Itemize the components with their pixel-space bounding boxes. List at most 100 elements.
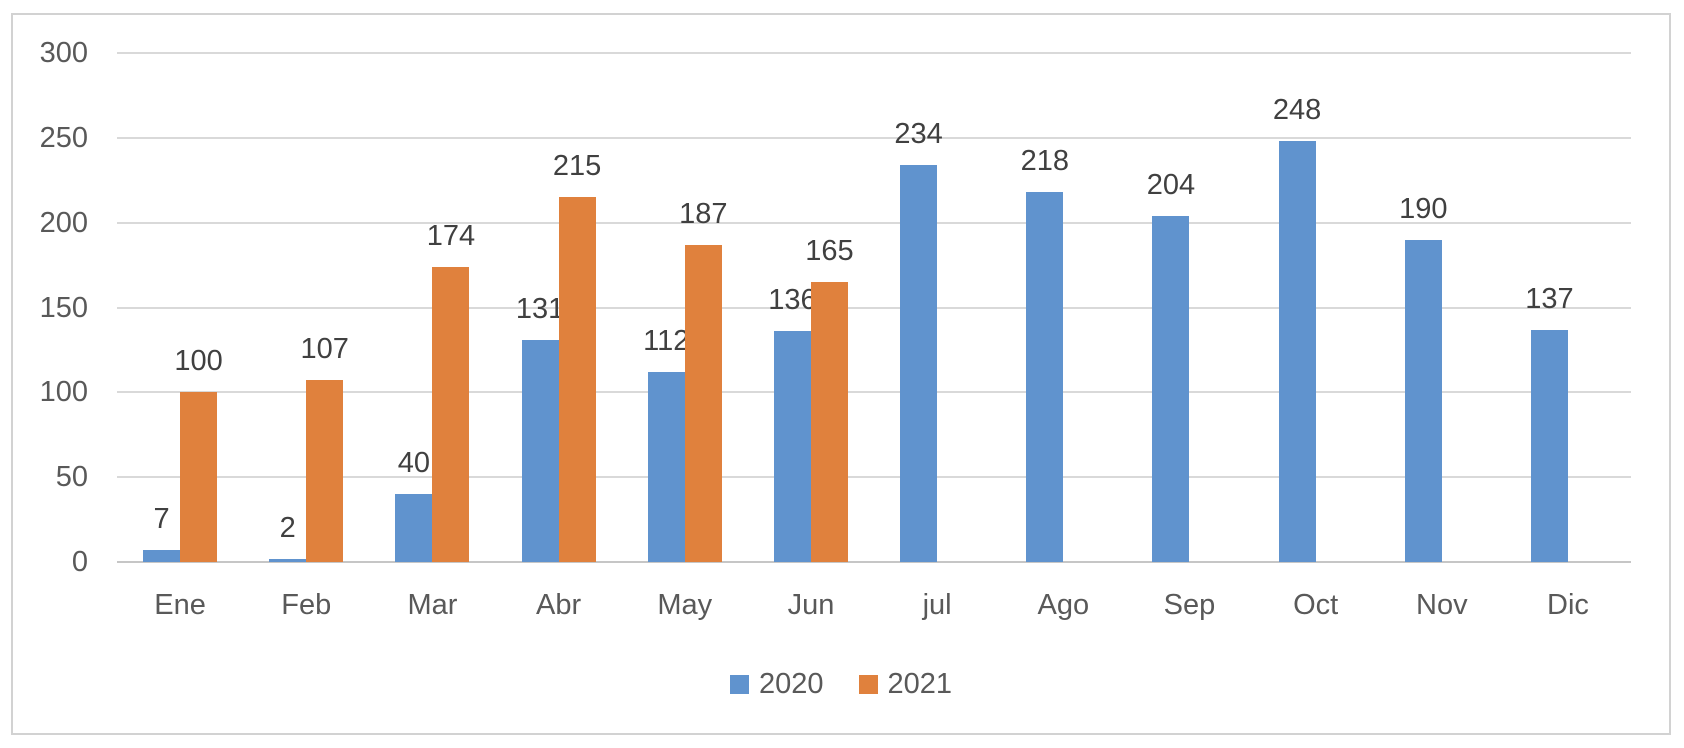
- x-tick-label-Ago: Ago: [1037, 589, 1090, 621]
- y-tick-label-250: 250: [39, 121, 88, 154]
- legend-swatch-2020: [729, 674, 749, 694]
- value-label-2020-Nov: 190: [1399, 192, 1448, 225]
- x-tick-label-Jun: Jun: [787, 589, 835, 621]
- legend-label-2020: 2020: [758, 667, 824, 700]
- bars-pair-Feb: 2 107: [243, 53, 369, 562]
- bar-slot-2021-Abr: 215: [553, 53, 601, 562]
- bar-2020-Sep: [1152, 215, 1190, 562]
- gridline-50: [117, 476, 1631, 479]
- bar-slot-2021-Oct: [1316, 53, 1353, 562]
- bar-2021-Feb: [306, 380, 344, 562]
- bar-slot-2021-Ene: 100: [174, 53, 223, 562]
- y-tick-label-150: 150: [39, 291, 88, 324]
- bars-pair-Ago: 218: [1000, 53, 1126, 562]
- y-tick-label-200: 200: [39, 206, 88, 239]
- bar-2021-Ene: [180, 392, 218, 562]
- bar-2020-Mar: [395, 494, 433, 562]
- bars-pair-jul: 234: [874, 53, 1000, 562]
- bar-group-Sep: 204: [1126, 53, 1252, 562]
- bars-pair-Dic: 137: [1505, 53, 1631, 562]
- x-tick-label-Nov: Nov: [1416, 589, 1468, 621]
- value-label-2021-Jun: 165: [805, 235, 854, 268]
- gridline-150: [117, 306, 1631, 309]
- legend-item-2020: 2020: [729, 667, 824, 700]
- value-label-2020-jul: 234: [894, 117, 943, 150]
- x-tick-label-May: May: [657, 589, 713, 621]
- bar-group-Feb: 2 107: [243, 53, 369, 562]
- value-label-2020-Ago: 218: [1020, 145, 1069, 178]
- bar-slot-2020-Sep: 204: [1147, 53, 1195, 562]
- y-tick-label-50: 50: [55, 461, 88, 494]
- bar-group-Ene: 7 100: [117, 53, 243, 562]
- bar-slot-2021-Feb: 107: [301, 53, 349, 562]
- chart-frame: 0 50 100 150 200 250 300 7 100 2 107 40 174 131 215 11…: [11, 13, 1671, 735]
- bars-pair-Abr: 131 215: [496, 53, 622, 562]
- value-label-2020-Abr: 131: [515, 292, 565, 325]
- bar-group-Nov: 190: [1379, 53, 1505, 562]
- bar-slot-2020-Dic: 137: [1525, 53, 1574, 562]
- x-axis-labels: Ene Feb Mar Abr May Jun jul Ago Sep Oct Nov Dic: [117, 590, 1631, 620]
- bar-group-Oct: 248: [1253, 53, 1379, 562]
- y-tick-label-0: 0: [71, 546, 88, 578]
- x-axis-line: [117, 561, 1631, 563]
- y-tick-label-100: 100: [39, 376, 88, 409]
- bar-groups: 7 100 2 107 40 174 131 215 112 187 136 165 234 218 204…: [117, 53, 1631, 562]
- value-label-2021-Feb: 107: [300, 333, 349, 366]
- bar-group-Mar: 40 174: [369, 53, 495, 562]
- x-tick-label-Feb: Feb: [281, 589, 332, 621]
- legend-item-2021: 2021: [858, 667, 953, 700]
- value-label-2020-Oct: 248: [1272, 94, 1322, 127]
- gridline-300: [117, 52, 1631, 54]
- x-tick-label-Sep: Sep: [1163, 589, 1216, 621]
- bar-slot-2020-jul: 234: [894, 53, 943, 562]
- bar-slot-2021-Nov: [1442, 53, 1479, 562]
- bar-2020-May: [647, 371, 685, 562]
- bar-slot-2020-Mar: 40: [395, 53, 433, 562]
- bar-group-Jun: 136 165: [748, 53, 874, 562]
- bars-pair-Mar: 40 174: [369, 53, 495, 562]
- bar-slot-2021-Jun: 165: [805, 53, 854, 562]
- bar-slot-2020-May: 112: [643, 53, 689, 562]
- bars-pair-May: 112 187: [622, 53, 748, 562]
- bar-2021-May: [684, 244, 722, 562]
- x-tick-label-Ene: Ene: [154, 589, 206, 621]
- bar-group-May: 112 187: [622, 53, 748, 562]
- bar-group-jul: 234: [874, 53, 1000, 562]
- bar-2020-Feb: [269, 558, 307, 562]
- value-label-2021-May: 187: [679, 197, 728, 230]
- value-label-2021-Ene: 100: [174, 345, 223, 378]
- plot-area: 7 100 2 107 40 174 131 215 112 187 136 165 234 218 204…: [117, 52, 1631, 563]
- value-label-2020-Feb: 2: [279, 511, 296, 544]
- legend-swatch-2021: [858, 674, 878, 694]
- bar-slot-2021-Sep: [1189, 53, 1226, 562]
- legend: 2020 2021: [13, 667, 1669, 701]
- value-label-2020-May: 112: [643, 324, 690, 357]
- x-tick-label-Abr: Abr: [536, 589, 582, 621]
- bars-pair-Sep: 204: [1126, 53, 1252, 562]
- gridline-200: [117, 221, 1631, 224]
- x-tick-label-jul: jul: [922, 589, 952, 621]
- bars-pair-Jun: 136 165: [748, 53, 874, 562]
- bar-slot-2020-Nov: 190: [1399, 53, 1447, 562]
- bars-pair-Nov: 190: [1379, 53, 1505, 562]
- bar-2020-Abr: [521, 339, 559, 562]
- bar-2021-Jun: [810, 282, 848, 562]
- value-label-2020-Jun: 136: [768, 284, 817, 317]
- bar-slot-2020-Ago: 218: [1021, 53, 1069, 562]
- bar-slot-2021-Dic: [1568, 53, 1605, 562]
- bar-slot-2020-Feb: 2: [269, 53, 307, 562]
- bar-2020-Nov: [1404, 239, 1442, 562]
- bar-2020-Oct: [1278, 141, 1316, 562]
- value-label-2021-Mar: 174: [426, 219, 476, 252]
- bar-slot-2020-Jun: 136: [768, 53, 817, 562]
- bars-pair-Ene: 7 100: [117, 53, 243, 562]
- bar-2021-Mar: [432, 266, 470, 562]
- bar-group-Abr: 131 215: [496, 53, 622, 562]
- bar-2020-Ago: [1026, 192, 1064, 562]
- value-label-2020-Mar: 40: [397, 447, 431, 480]
- legend-label-2021: 2021: [887, 667, 953, 700]
- bar-group-Ago: 218: [1000, 53, 1126, 562]
- bar-2020-Jun: [773, 331, 811, 562]
- x-tick-label-Dic: Dic: [1547, 589, 1589, 621]
